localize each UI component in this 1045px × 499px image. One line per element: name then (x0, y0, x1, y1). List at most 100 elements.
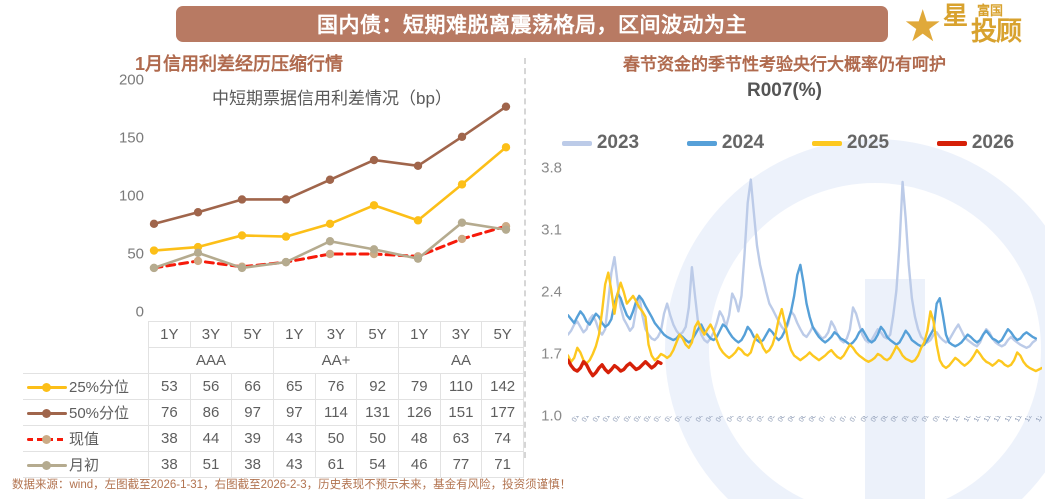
table-cell: 61 (314, 451, 358, 478)
left-series-point (413, 161, 423, 171)
panel-divider (524, 58, 526, 458)
left-series-point (457, 234, 467, 244)
left-series-line (152, 145, 508, 252)
table-rating-group: AAA (148, 347, 274, 374)
right-chart-title: R007(%) (747, 80, 822, 101)
legend-label: 2024 (721, 132, 765, 153)
left-series-point (325, 237, 335, 246)
series-legend-icon (27, 380, 67, 394)
left-series-point (193, 242, 203, 252)
series-name: 50%分位 (69, 405, 130, 422)
table-cell: 77 (439, 451, 483, 478)
legend-item[interactable]: 2026 (936, 132, 1015, 154)
table-cell: 65 (272, 373, 316, 400)
left-series-point (325, 249, 335, 259)
table-cell: 126 (397, 399, 441, 426)
logo-brand-top: 富国 (977, 3, 1004, 18)
left-series-point (193, 208, 203, 217)
series-legend-icon (27, 458, 67, 472)
left-y-tick: 50 (127, 245, 144, 263)
right-y-tick: 1.0 (541, 407, 562, 425)
left-series-point (457, 218, 467, 227)
table-rating-group: AA (397, 347, 525, 374)
right-y-tick: 3.8 (541, 159, 562, 177)
right-y-tick: 1.7 (541, 345, 562, 363)
table-cell: 46 (397, 451, 441, 478)
table-cell: 43 (272, 425, 316, 452)
brand-logo: ★ 星 富国 投顾 (899, 2, 1037, 52)
table-cell: 56 (189, 373, 233, 400)
table-cell: 63 (439, 425, 483, 452)
right-panel: 春节资金的季节性考验央行大概率仍有呵护 R007(%) 2023 2024 2025… (524, 44, 1045, 474)
left-line-chart (148, 80, 516, 312)
table-cell: 131 (356, 399, 399, 426)
right-y-axis: 3.8 3.1 2.4 1.7 1.0 (524, 160, 564, 425)
right-y-tick: 2.4 (541, 283, 562, 301)
left-series-point (149, 246, 159, 255)
left-series-point (369, 201, 379, 210)
table-tenor-header: 5Y (356, 321, 399, 348)
left-series-point (281, 257, 291, 267)
series-name: 现值 (69, 431, 100, 448)
table-cell: 74 (481, 425, 524, 452)
table-row: 50%分位 76 86 97 97 114 131 126 151 177 (23, 399, 524, 426)
table-cell: 50 (356, 425, 399, 452)
table-row: 月初 38 51 38 43 61 54 46 77 71 (23, 451, 524, 478)
table-cell: 142 (481, 373, 524, 400)
credit-spread-table: 1Y 3Y 5Y 1Y 3Y 5Y 1Y 3Y 5Y AAA AA+ AA 25%分位 53 56 66 65 7… (23, 321, 525, 478)
left-series-point (457, 180, 467, 189)
right-y-tick: 3.1 (541, 221, 562, 239)
table-group-row: AAA AA+ AA (23, 347, 525, 374)
right-x-axis: 01-0101-0801-1501-2202-0102-0802-1502-22… (568, 416, 1042, 474)
left-y-axis: 200 150 100 50 0 (98, 72, 144, 321)
table-row-label: 50%分位 (23, 399, 149, 426)
table-tenor-header: 1Y (148, 321, 191, 348)
right-series-line (566, 358, 663, 378)
legend-color-swatch (561, 140, 592, 146)
left-series-point (193, 256, 203, 266)
right-chart-legend: 2023 2024 2025 2026 (538, 132, 1038, 154)
left-series-point (457, 132, 467, 142)
left-series-point (369, 245, 379, 254)
table-corner (23, 322, 149, 348)
left-series-point (325, 175, 335, 184)
left-series-point (149, 263, 159, 273)
title-banner: 国内债：短期难脱离震荡格局，区间波动为主 (176, 6, 888, 42)
table-cell: 38 (148, 451, 191, 478)
left-y-tick: 150 (118, 129, 144, 147)
left-series-point (413, 254, 423, 263)
left-series-point (281, 195, 291, 204)
left-headline: 1月信用利差经历压缩行情 (135, 54, 344, 74)
table-tenor-header: 3Y (314, 321, 358, 348)
table-cell: 114 (314, 399, 358, 426)
legend-item[interactable]: 2025 (811, 132, 889, 154)
left-series-point (149, 219, 159, 229)
table-cell: 92 (356, 373, 399, 400)
table-header-row: 1Y 3Y 5Y 1Y 3Y 5Y 1Y 3Y 5Y (23, 321, 524, 348)
x-axis-date-label: 12-08 (1035, 416, 1042, 423)
table-cell: 97 (272, 399, 316, 426)
left-y-tick: 200 (118, 71, 144, 89)
table-tenor-header: 1Y (272, 321, 316, 348)
legend-item[interactable]: 2023 (561, 132, 639, 154)
legend-label: 2026 (971, 132, 1015, 153)
table-cell: 38 (231, 451, 274, 478)
table-row: 25%分位 53 56 66 65 76 92 79 110 142 (23, 373, 524, 400)
right-headline: 春节资金的季节性考验央行大概率仍有呵护 (623, 55, 946, 74)
logo-char-star: 星 (943, 2, 968, 30)
right-line-chart (566, 168, 1044, 416)
left-series-point (325, 219, 335, 229)
table-tenor-header: 5Y (481, 321, 524, 348)
series-name: 月初 (69, 457, 100, 474)
legend-item[interactable]: 2024 (686, 132, 765, 154)
table-cell: 110 (439, 373, 483, 400)
left-series-point (237, 231, 247, 240)
table-cell: 79 (397, 373, 441, 400)
table-row-label: 25%分位 (23, 373, 149, 400)
table-cell: 48 (397, 425, 441, 452)
left-series-point (281, 232, 291, 241)
left-series-point (369, 155, 379, 165)
left-panel: 1月信用利差经历压缩行情 中短期票据信用利差情况（bp） 200 150 100 50… (0, 44, 525, 478)
right-chart-svg (566, 178, 1044, 378)
